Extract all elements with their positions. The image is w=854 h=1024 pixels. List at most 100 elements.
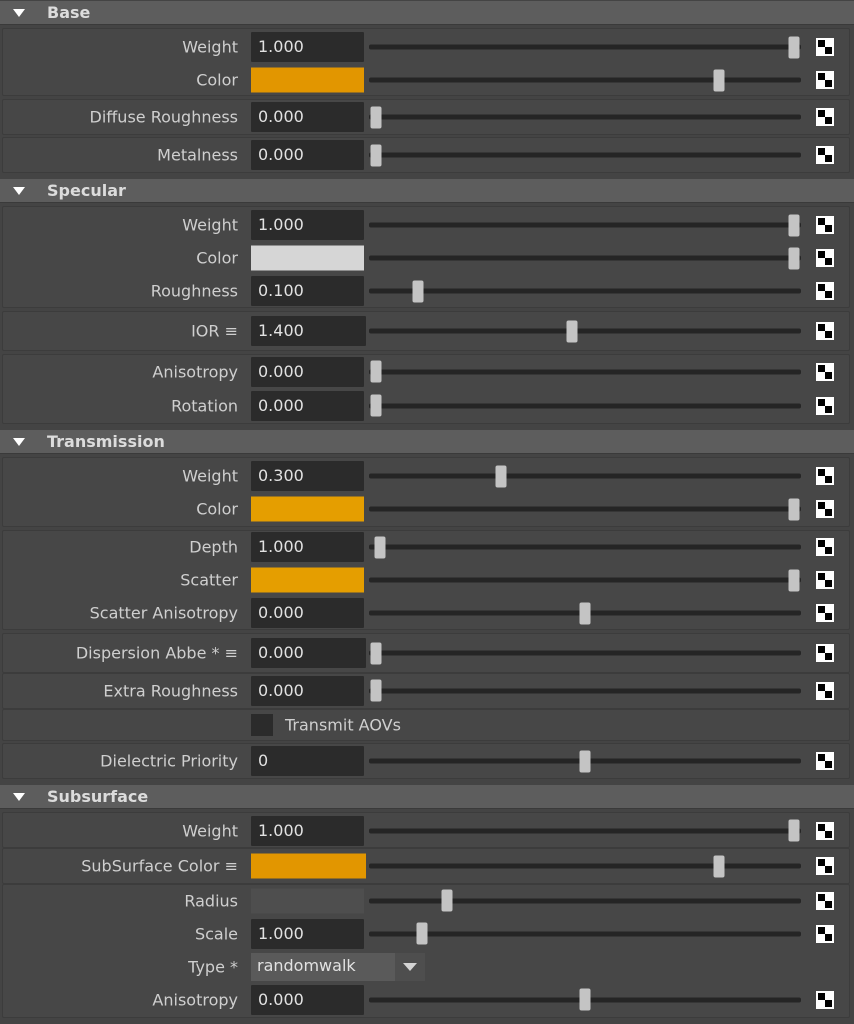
slider-handle[interactable] xyxy=(788,36,800,58)
map-connect-icon[interactable] xyxy=(816,249,834,267)
map-connect-icon[interactable] xyxy=(816,146,834,164)
slider-track[interactable] xyxy=(369,750,801,772)
map-connect-icon[interactable] xyxy=(816,538,834,556)
slider-handle[interactable] xyxy=(370,394,382,417)
slider-handle[interactable] xyxy=(788,498,800,520)
slider-handle[interactable] xyxy=(416,922,428,945)
value-field[interactable]: 0.100 xyxy=(251,276,364,306)
slider-handle[interactable] xyxy=(788,247,800,269)
map-connect-icon[interactable] xyxy=(816,857,834,875)
slider-handle[interactable] xyxy=(370,144,382,166)
map-connect-icon[interactable] xyxy=(816,571,834,589)
slider-handle[interactable] xyxy=(370,642,382,664)
map-connect-icon[interactable] xyxy=(816,467,834,485)
slider-handle[interactable] xyxy=(441,889,453,912)
collapse-arrow-icon[interactable] xyxy=(13,438,25,446)
slider-track[interactable] xyxy=(369,988,801,1011)
value-field[interactable]: 1.000 xyxy=(251,532,364,562)
slider-track[interactable] xyxy=(369,922,801,945)
slider-handle[interactable] xyxy=(370,360,382,383)
color-swatch[interactable] xyxy=(251,567,364,593)
slider-handle[interactable] xyxy=(579,602,591,624)
slider-track[interactable] xyxy=(369,247,801,269)
map-connect-icon[interactable] xyxy=(816,396,834,415)
slider-track[interactable] xyxy=(369,69,801,91)
value-field[interactable]: 1.000 xyxy=(251,815,364,846)
slider-track[interactable] xyxy=(369,498,801,520)
color-swatch[interactable] xyxy=(251,67,364,93)
slider-track[interactable] xyxy=(369,889,801,912)
slider-track[interactable] xyxy=(369,280,801,302)
slider-track[interactable] xyxy=(369,394,801,417)
collapse-arrow-icon[interactable] xyxy=(13,187,25,195)
slider-handle[interactable] xyxy=(579,988,591,1011)
slider-track[interactable] xyxy=(369,320,801,342)
map-connect-icon[interactable] xyxy=(816,752,834,770)
slider-handle[interactable] xyxy=(370,679,382,702)
color-swatch[interactable] xyxy=(251,245,364,271)
slider-handle[interactable] xyxy=(370,106,382,128)
value-field[interactable]: 1.400 xyxy=(251,316,366,346)
value-field[interactable]: 0.000 xyxy=(251,638,366,668)
map-connect-icon[interactable] xyxy=(816,644,834,662)
value-field[interactable]: 1.000 xyxy=(251,210,364,240)
transmit-aovs-checkbox[interactable] xyxy=(251,714,273,736)
slider-track[interactable] xyxy=(369,465,801,487)
slider-track[interactable] xyxy=(369,679,801,702)
map-connect-icon[interactable] xyxy=(816,38,834,56)
color-swatch[interactable] xyxy=(251,888,364,913)
value-field[interactable]: 0.000 xyxy=(251,598,364,628)
slider-track[interactable] xyxy=(369,360,801,383)
slider-handle[interactable] xyxy=(788,819,800,842)
map-connect-icon[interactable] xyxy=(816,216,834,234)
collapse-arrow-icon[interactable] xyxy=(13,9,25,17)
map-connect-icon[interactable] xyxy=(816,322,834,340)
map-connect-icon[interactable] xyxy=(816,282,834,300)
value-field[interactable]: 1.000 xyxy=(251,918,364,949)
value-field[interactable]: 0.000 xyxy=(251,102,364,132)
slider-track[interactable] xyxy=(369,569,801,591)
slider-track[interactable] xyxy=(369,36,801,58)
slider-track[interactable] xyxy=(369,106,801,128)
slider-handle[interactable] xyxy=(579,750,591,772)
value-field[interactable]: 0.000 xyxy=(251,356,364,387)
slider-handle[interactable] xyxy=(713,69,725,91)
value-field[interactable]: 0 xyxy=(251,746,364,776)
slider-track[interactable] xyxy=(369,642,801,664)
map-connect-icon[interactable] xyxy=(816,924,834,943)
slider-track[interactable] xyxy=(369,144,801,166)
map-connect-icon[interactable] xyxy=(816,108,834,126)
dropdown-button[interactable] xyxy=(395,952,425,981)
map-connect-icon[interactable] xyxy=(816,821,834,840)
value-field[interactable]: 0.000 xyxy=(251,140,364,170)
section-header-specular[interactable]: Specular xyxy=(0,179,854,203)
map-connect-icon[interactable] xyxy=(816,891,834,910)
slider-handle[interactable] xyxy=(495,465,507,487)
slider-handle[interactable] xyxy=(566,320,578,342)
section-header-transmission[interactable]: Transmission xyxy=(0,430,854,454)
color-swatch[interactable] xyxy=(251,496,364,522)
value-field[interactable]: 1.000 xyxy=(251,32,364,62)
type-dropdown[interactable]: randomwalk xyxy=(251,952,425,981)
value-field[interactable]: 0.000 xyxy=(251,390,364,421)
slider-handle[interactable] xyxy=(788,214,800,236)
slider-handle[interactable] xyxy=(788,569,800,591)
slider-track[interactable] xyxy=(369,214,801,236)
slider-track[interactable] xyxy=(369,855,801,877)
map-connect-icon[interactable] xyxy=(816,990,834,1009)
slider-handle[interactable] xyxy=(412,280,424,302)
map-connect-icon[interactable] xyxy=(816,362,834,381)
slider-handle[interactable] xyxy=(374,536,386,558)
map-connect-icon[interactable] xyxy=(816,71,834,89)
map-connect-icon[interactable] xyxy=(816,681,834,700)
map-connect-icon[interactable] xyxy=(816,604,834,622)
value-field[interactable]: 0.000 xyxy=(251,675,364,706)
section-header-base[interactable]: Base xyxy=(0,1,854,25)
collapse-arrow-icon[interactable] xyxy=(13,793,25,801)
slider-track[interactable] xyxy=(369,819,801,842)
map-connect-icon[interactable] xyxy=(816,500,834,518)
slider-handle[interactable] xyxy=(713,855,725,877)
color-swatch[interactable] xyxy=(251,853,366,879)
slider-track[interactable] xyxy=(369,602,801,624)
value-field[interactable]: 0.300 xyxy=(251,461,364,491)
